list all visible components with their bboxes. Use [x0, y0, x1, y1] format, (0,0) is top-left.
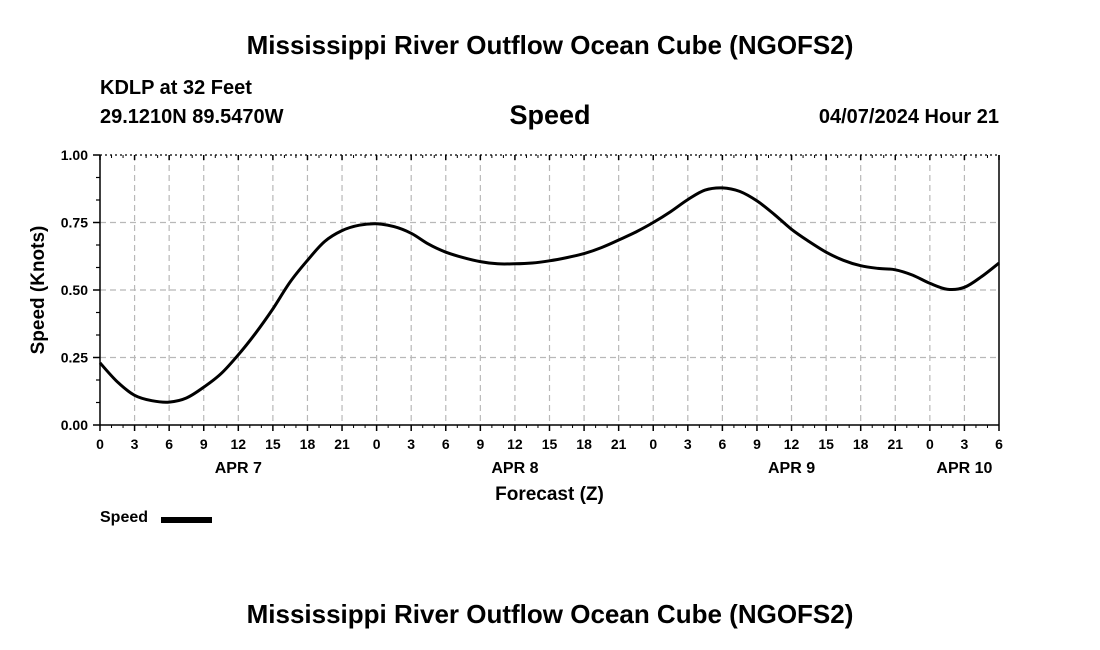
x-tick-label: 9 [753, 436, 761, 452]
y-axis-title: Speed (Knots) [28, 226, 49, 355]
chart-title: Mississippi River Outflow Ocean Cube (NG… [246, 30, 854, 60]
date-label: APR 8 [491, 460, 538, 477]
x-tick-label: 21 [887, 436, 903, 452]
date-label: APR 7 [215, 460, 262, 477]
x-tick-label: 15 [818, 436, 834, 452]
x-tick-label: 18 [300, 436, 316, 452]
x-tick-label: 12 [507, 436, 523, 452]
x-tick-label: 3 [684, 436, 692, 452]
x-tick-label: 6 [718, 436, 726, 452]
x-tick-label: 3 [407, 436, 415, 452]
x-tick-label: 3 [131, 436, 139, 452]
x-tick-label: 9 [200, 436, 208, 452]
x-tick-label: 21 [611, 436, 627, 452]
legend-label: Speed [100, 509, 149, 526]
x-tick-label: 15 [265, 436, 281, 452]
station-label: KDLP at 32 Feet [100, 77, 252, 99]
variable-title: Speed [509, 100, 591, 130]
x-tick-label: 0 [649, 436, 657, 452]
x-tick-label: 0 [926, 436, 934, 452]
date-label: APR 9 [768, 460, 815, 477]
x-tick-label: 0 [373, 436, 381, 452]
x-tick-label: 6 [165, 436, 173, 452]
footer-title: Mississippi River Outflow Ocean Cube (NG… [246, 599, 854, 629]
station-coordinates: 29.1210N 89.5470W [100, 106, 284, 128]
x-tick-label: 18 [576, 436, 592, 452]
x-tick-label: 21 [334, 436, 350, 452]
x-tick-label: 6 [442, 436, 450, 452]
x-tick-label: 12 [784, 436, 800, 452]
x-tick-label: 18 [853, 436, 869, 452]
x-tick-label: 15 [542, 436, 558, 452]
x-tick-label: 6 [995, 436, 1003, 452]
x-tick-label: 9 [476, 436, 484, 452]
y-tick-label: 0.50 [61, 282, 88, 298]
y-tick-label: 0.75 [61, 215, 88, 231]
date-label: APR 10 [936, 460, 992, 477]
x-tick-label: 0 [96, 436, 104, 452]
x-axis-title: Forecast (Z) [495, 484, 604, 505]
x-tick-label: 3 [961, 436, 969, 452]
forecast-datetime: 04/07/2024 Hour 21 [818, 106, 999, 128]
legend-swatch [161, 517, 212, 523]
y-tick-label: 1.00 [61, 147, 88, 163]
speed-series-line [98, 186, 1000, 404]
y-tick-label: 0.00 [61, 417, 88, 433]
x-tick-label: 12 [231, 436, 247, 452]
y-tick-label: 0.25 [61, 350, 88, 366]
